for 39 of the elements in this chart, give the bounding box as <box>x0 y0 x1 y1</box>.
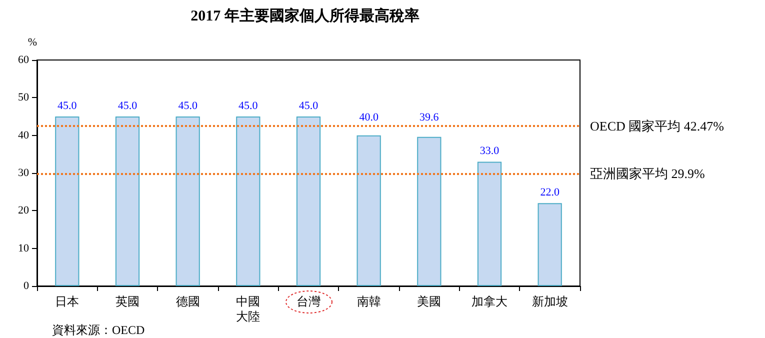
y-axis-title: % <box>28 36 37 48</box>
bar <box>417 136 442 286</box>
bar <box>176 116 200 286</box>
y-tick-label: 30 <box>18 167 30 179</box>
data-label: 45.0 <box>298 100 319 112</box>
y-tick-label: 10 <box>18 242 30 254</box>
data-label: 45.0 <box>178 100 198 112</box>
data-label: 45.0 <box>238 100 258 112</box>
data-label: 33.0 <box>480 145 500 158</box>
bar <box>115 116 140 286</box>
ref-line-label: OECD 國家平均 42.47% <box>590 118 724 134</box>
y-tick-label: 0 <box>24 280 30 292</box>
x-tick-label: 英國 <box>116 294 140 308</box>
x-tick-label: 加拿大 <box>472 294 508 308</box>
data-label: 39.6 <box>420 112 440 124</box>
x-tick-label: 德國 <box>176 294 200 308</box>
bar <box>477 162 502 286</box>
y-tick-label: 50 <box>18 92 30 104</box>
chart-title: 2017 年主要國家個人所得最高稅率 <box>190 6 420 24</box>
bar <box>296 116 321 286</box>
y-tick-label: 60 <box>18 54 30 66</box>
x-tick-label: 台灣 <box>296 294 320 308</box>
x-tick-label: 日本 <box>55 294 80 308</box>
x-tick-label: 南韓 <box>356 294 381 308</box>
bar <box>236 116 260 286</box>
bar <box>55 116 80 286</box>
data-label: 40.0 <box>359 112 379 124</box>
bar <box>356 135 381 286</box>
ref-line-label: 亞洲國家平均 29.9% <box>590 166 705 181</box>
y-tick-label: 40 <box>18 129 30 142</box>
data-label: 45.0 <box>58 100 78 112</box>
x-tick-label: 中國大陸 <box>236 294 260 324</box>
data-label: 45.0 <box>118 100 138 112</box>
source-note: 資料來源：OECD <box>52 323 145 337</box>
data-label: 22.0 <box>540 186 560 199</box>
x-tick-label: 新加坡 <box>532 294 568 308</box>
bar <box>538 203 562 286</box>
y-tick-label: 20 <box>18 204 30 217</box>
x-tick-label: 美國 <box>417 294 442 308</box>
